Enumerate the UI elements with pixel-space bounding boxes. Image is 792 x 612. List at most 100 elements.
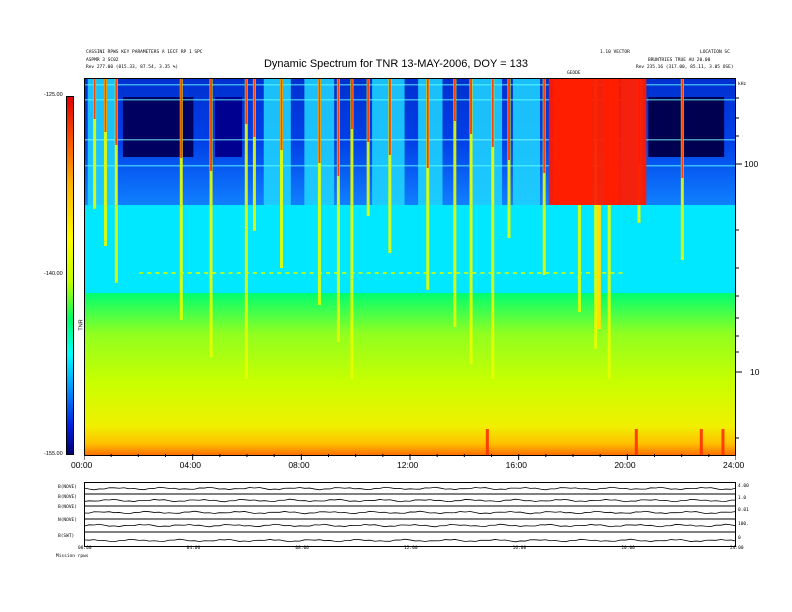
lower-x-tick-2: 08:00 <box>295 546 309 551</box>
lower-right-tick-2: 0.01 <box>738 508 749 513</box>
lower-x-tick-3: 12:00 <box>404 546 418 551</box>
level-dash-36 <box>431 272 436 274</box>
burst-core-4 <box>210 79 213 171</box>
level-dash-35 <box>423 272 428 274</box>
level-dash-31 <box>391 272 396 274</box>
high-light-zone-4 <box>418 79 443 205</box>
level-dash-41 <box>472 272 477 274</box>
level-dash-33 <box>407 272 412 274</box>
burst-20 <box>594 79 598 349</box>
header-info-right-3: BRUNTRIES TRUE AU 20.00 <box>648 58 711 63</box>
x-tick-4: 16:00 <box>505 460 527 470</box>
x-tick-3: 12:00 <box>397 460 419 470</box>
burst-16 <box>491 79 495 379</box>
level-dash-18 <box>285 272 290 274</box>
burst-core-17 <box>508 79 510 160</box>
burst-core-12 <box>388 79 391 155</box>
x-axis-tick-labels: 00:00 04:00 08:00 12:00 16:00 20:00 24:0… <box>0 460 792 474</box>
lower-panel-frame <box>84 482 736 547</box>
level-dash-13 <box>244 272 249 274</box>
burst-6 <box>252 79 256 231</box>
level-dash-37 <box>439 272 444 274</box>
level-dash-4 <box>171 272 176 274</box>
level-dash-1 <box>147 272 152 274</box>
geode-marker-label: GEODE <box>567 71 581 76</box>
lower-x-tick-labels: 00:00 04:00 08:00 12:00 16:00 20:00 24:0… <box>0 546 792 554</box>
header-info-left-1: CASSINI RPWS KEY PARAMETERS A 1ECF RP 1 … <box>86 50 203 55</box>
burst-core-6 <box>253 79 256 137</box>
x-tick-6: 24:00 <box>723 460 745 470</box>
lower-label-0: B(NOVE) <box>58 485 77 490</box>
level-dash-38 <box>447 272 452 274</box>
header-info-left-2: ASPMR 3 SC02 <box>86 58 119 63</box>
burst-12 <box>388 79 392 253</box>
y-axis-ticks <box>736 97 742 439</box>
level-dash-42 <box>480 272 485 274</box>
y-tick-100: 100 <box>744 159 759 169</box>
level-dash-24 <box>334 272 339 274</box>
band-mid <box>85 205 735 293</box>
burst-2 <box>114 79 118 283</box>
hline-0 <box>85 84 735 86</box>
level-dash-20 <box>301 272 306 274</box>
high-light-zone-6 <box>512 79 540 205</box>
burst-core-5 <box>245 79 248 124</box>
hline-3 <box>85 165 735 167</box>
lower-right-tick-4: 0 <box>738 536 741 541</box>
level-dash-12 <box>236 272 241 274</box>
strong-burst-tail <box>596 205 601 329</box>
level-dash-56 <box>594 272 599 274</box>
x-tick-5: 20:00 <box>614 460 636 470</box>
burst-18 <box>542 79 546 275</box>
lower-x-tick-6: 24:00 <box>730 546 744 551</box>
high-light-zone-1 <box>263 79 291 205</box>
x-tick-0: 00:00 <box>71 460 93 470</box>
x-tick-2: 08:00 <box>288 460 310 470</box>
burst-core-2 <box>115 79 118 145</box>
burst-core-16 <box>491 79 494 147</box>
low-burst-0 <box>485 429 489 455</box>
level-dash-26 <box>350 272 355 274</box>
burst-core-10 <box>350 79 353 129</box>
burst-13 <box>426 79 430 290</box>
level-dash-40 <box>464 272 469 274</box>
high-light-zone-0 <box>87 79 118 205</box>
lower-right-tick-3: 100. <box>738 522 749 527</box>
band-low <box>85 293 735 455</box>
burst-core-1 <box>104 79 107 132</box>
y-tick-10: 10 <box>750 367 760 377</box>
lower-x-tick-0: 00:00 <box>78 546 92 551</box>
strong-burst-core <box>553 79 619 205</box>
level-dash-0 <box>139 272 144 274</box>
low-burst-3 <box>721 429 725 455</box>
level-dash-22 <box>317 272 322 274</box>
lower-trace-2 <box>84 510 736 515</box>
level-dash-6 <box>187 272 192 274</box>
level-dash-59 <box>618 272 623 274</box>
band-high-dark-b <box>215 97 243 157</box>
colorbar-tick-mid: -140.00 <box>44 271 63 277</box>
level-dash-27 <box>358 272 363 274</box>
burst-core-11 <box>367 79 370 142</box>
lower-x-tick-5: 20:00 <box>621 546 635 551</box>
level-dash-49 <box>537 272 542 274</box>
level-dash-17 <box>277 272 282 274</box>
lower-label-3: N(NOVE) <box>58 518 77 523</box>
level-dash-39 <box>456 272 461 274</box>
burst-core-8 <box>318 79 321 163</box>
level-dash-30 <box>382 272 387 274</box>
lower-trace-3 <box>84 523 736 528</box>
y-unit-label: kHz <box>738 82 747 87</box>
lower-label-4: B(SWT) <box>58 534 75 539</box>
band-high-dark-c <box>648 97 725 157</box>
level-dash-16 <box>269 272 274 274</box>
lower-x-tick-1: 04:00 <box>186 546 201 551</box>
level-dash-48 <box>529 272 534 274</box>
level-dash-50 <box>545 272 550 274</box>
x-axis-ticks <box>84 454 736 460</box>
low-burst-2 <box>699 429 703 455</box>
lower-trace-0 <box>84 486 736 491</box>
lower-panel-labels: B(NOVE) B(NOVE) B(NOVE) N(NOVE) B(SWT) <box>56 482 84 548</box>
level-dash-25 <box>342 272 347 274</box>
burst-1 <box>103 79 107 246</box>
